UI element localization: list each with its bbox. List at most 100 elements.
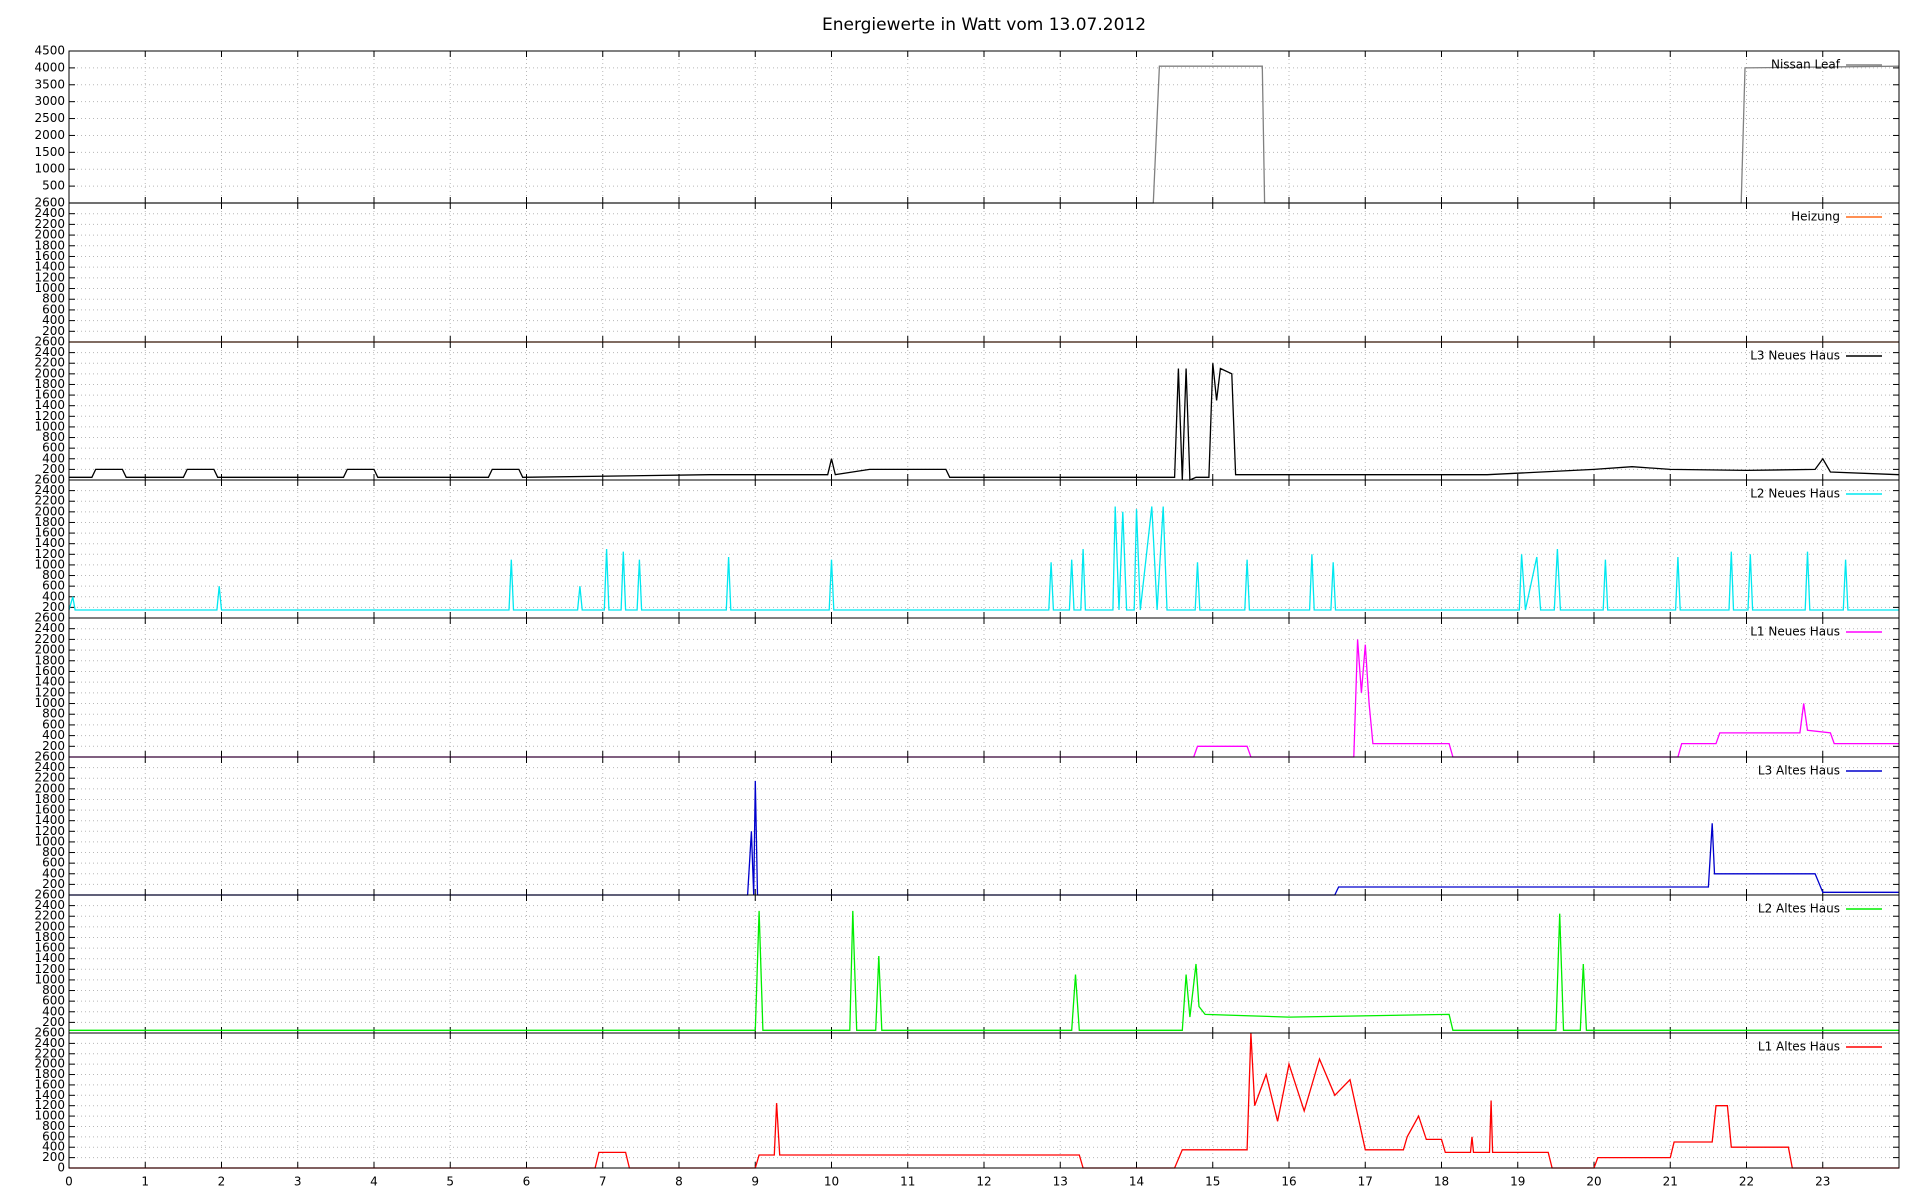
y-tick-label: 1500	[34, 145, 65, 159]
y-tick-label: 2600	[34, 196, 65, 210]
y-tick-label: 0	[57, 1161, 65, 1175]
y-tick-label: 1600	[34, 664, 65, 678]
y-tick-label: 1600	[34, 941, 65, 955]
y-tick-label: 200	[42, 1015, 65, 1029]
y-tick-label: 1000	[34, 1109, 65, 1123]
y-tick-label: 2200	[34, 356, 65, 370]
legend-label: Heizung	[1791, 210, 1840, 224]
y-tick-label: 1400	[34, 260, 65, 274]
y-tick-label: 2600	[34, 1026, 65, 1040]
y-tick-label: 2200	[34, 217, 65, 231]
legend-label: L1 Altes Haus	[1758, 1040, 1840, 1054]
legend-label: L2 Neues Haus	[1750, 487, 1840, 501]
y-tick-label: 2200	[34, 771, 65, 785]
y-tick-label: 1800	[34, 1067, 65, 1081]
y-tick-label: 2200	[34, 1046, 65, 1060]
y-tick-label: 2400	[34, 1036, 65, 1050]
y-tick-label: 2000	[34, 643, 65, 657]
y-tick-label: 1200	[34, 685, 65, 699]
x-tick-label: 3	[294, 1175, 302, 1189]
x-tick-label: 14	[1129, 1175, 1144, 1189]
y-tick-label: 2000	[34, 1057, 65, 1071]
y-tick-label: 2600	[34, 473, 65, 487]
y-tick-label: 1200	[34, 824, 65, 838]
y-tick-label: 400	[42, 313, 65, 327]
x-tick-label: 9	[751, 1175, 759, 1189]
y-tick-label: 2200	[34, 909, 65, 923]
y-tick-label: 200	[42, 324, 65, 338]
y-tick-label: 2600	[34, 888, 65, 902]
series-line	[69, 1032, 1899, 1169]
y-tick-label: 2000	[34, 504, 65, 518]
y-tick-label: 2000	[34, 366, 65, 380]
y-tick-label: 800	[42, 707, 65, 721]
y-tick-label: 1600	[34, 1077, 65, 1091]
y-tick-label: 2400	[34, 483, 65, 497]
y-tick-label: 200	[42, 1150, 65, 1164]
y-tick-label: 1800	[34, 515, 65, 529]
y-tick-label: 1400	[34, 951, 65, 965]
y-tick-label: 200	[42, 739, 65, 753]
y-tick-label: 2200	[34, 494, 65, 508]
y-tick-label: 600	[42, 1129, 65, 1143]
y-tick-label: 1800	[34, 238, 65, 252]
x-tick-label: 15	[1205, 1175, 1220, 1189]
x-tick-label: 23	[1815, 1175, 1830, 1189]
y-tick-label: 500	[42, 179, 65, 193]
legend-label: L3 Neues Haus	[1750, 349, 1840, 363]
series-line	[69, 363, 1900, 481]
y-tick-label: 2000	[34, 228, 65, 242]
y-tick-label: 600	[42, 856, 65, 870]
legend-label: Nissan Leaf	[1771, 58, 1841, 72]
x-tick-label: 1	[141, 1175, 149, 1189]
y-tick-label: 1000	[34, 696, 65, 710]
x-tick-label: 16	[1281, 1175, 1296, 1189]
y-tick-label: 1800	[34, 792, 65, 806]
y-tick-label: 1000	[34, 972, 65, 986]
series-line	[69, 639, 1899, 758]
y-tick-label: 4500	[34, 44, 65, 58]
y-tick-label: 2600	[34, 611, 65, 625]
x-tick-label: 20	[1586, 1175, 1601, 1189]
x-tick-label: 11	[900, 1175, 915, 1189]
x-tick-label: 2	[218, 1175, 226, 1189]
y-tick-label: 400	[42, 1004, 65, 1018]
y-tick-label: 200	[42, 877, 65, 891]
x-tick-label: 21	[1663, 1175, 1678, 1189]
y-tick-label: 1200	[34, 409, 65, 423]
series-line	[69, 910, 1899, 1031]
y-tick-label: 1400	[34, 536, 65, 550]
y-tick-label: 1000	[34, 834, 65, 848]
y-tick-label: 2400	[34, 206, 65, 220]
y-tick-label: 2400	[34, 898, 65, 912]
y-tick-label: 1000	[34, 162, 65, 176]
x-tick-label: 7	[599, 1175, 607, 1189]
panel-frame	[68, 1032, 1900, 1169]
x-tick-label: 0	[65, 1175, 73, 1189]
y-tick-label: 2400	[34, 345, 65, 359]
y-tick-label: 400	[42, 451, 65, 465]
y-tick-label: 200	[42, 462, 65, 476]
y-tick-label: 2500	[34, 111, 65, 125]
y-tick-label: 1800	[34, 930, 65, 944]
y-tick-label: 1200	[34, 962, 65, 976]
x-tick-label: 12	[976, 1175, 991, 1189]
y-tick-label: 1600	[34, 388, 65, 402]
y-tick-label: 1000	[34, 419, 65, 433]
y-tick-label: 800	[42, 845, 65, 859]
y-tick-label: 2400	[34, 621, 65, 635]
x-tick-label: 8	[675, 1175, 683, 1189]
y-tick-label: 1200	[34, 547, 65, 561]
y-tick-label: 1400	[34, 1088, 65, 1102]
y-tick-label: 400	[42, 866, 65, 880]
legend-label: L3 Altes Haus	[1758, 764, 1840, 778]
y-tick-label: 1600	[34, 803, 65, 817]
y-tick-label: 2600	[34, 750, 65, 764]
y-tick-label: 1400	[34, 813, 65, 827]
y-tick-label: 600	[42, 717, 65, 731]
legend-label: L2 Altes Haus	[1758, 902, 1840, 916]
y-tick-label: 4000	[34, 60, 65, 74]
y-tick-label: 2200	[34, 632, 65, 646]
y-tick-label: 1000	[34, 281, 65, 295]
